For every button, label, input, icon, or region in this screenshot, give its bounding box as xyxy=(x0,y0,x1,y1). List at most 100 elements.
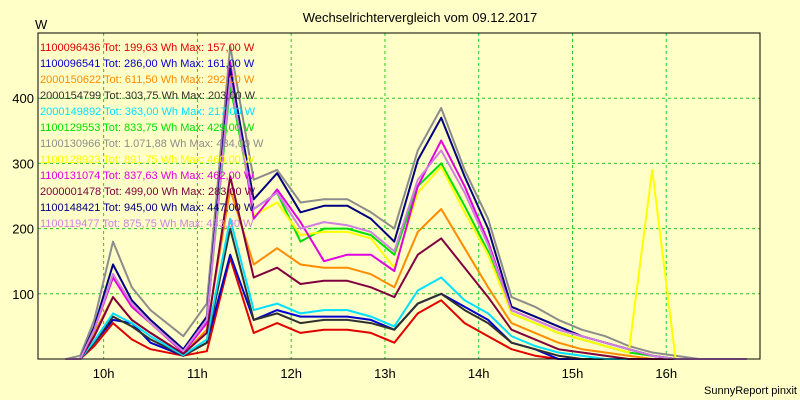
data-point xyxy=(229,175,231,178)
data-point xyxy=(112,240,114,243)
data-point xyxy=(393,328,396,331)
data-point xyxy=(112,312,114,315)
data-point xyxy=(417,253,419,256)
data-point xyxy=(510,348,513,351)
data-point xyxy=(276,201,278,204)
data-point xyxy=(346,205,349,207)
data-point xyxy=(299,240,302,243)
data-point xyxy=(229,45,231,47)
data-point xyxy=(440,117,443,119)
data-point xyxy=(229,227,231,230)
data-point xyxy=(440,139,443,142)
data-point xyxy=(463,211,466,214)
data-point xyxy=(393,296,396,298)
y-tick-label: 200 xyxy=(12,222,34,237)
data-point xyxy=(440,237,443,240)
data-point xyxy=(487,253,489,256)
data-point xyxy=(417,178,419,181)
data-point xyxy=(581,338,583,341)
legend-entry: 1100119477 Tot: 875,75 Wh Max: 433,00 W xyxy=(40,218,254,230)
data-point xyxy=(346,231,349,233)
y-tick-label: 300 xyxy=(12,156,34,171)
data-point xyxy=(346,315,349,318)
data-point xyxy=(487,296,489,298)
data-point xyxy=(534,319,536,321)
y-tick-label: 100 xyxy=(12,287,34,302)
data-point xyxy=(440,276,443,279)
data-point xyxy=(393,341,396,344)
legend-entry: 1100129553 Tot: 833,75 Wh Max: 429,00 W xyxy=(40,122,255,134)
data-point xyxy=(463,299,466,302)
data-point xyxy=(604,354,607,357)
legend-entry: 1100131074 Tot: 837,63 Wh Max: 462,00 W xyxy=(40,170,255,182)
data-point xyxy=(149,319,152,321)
data-point xyxy=(299,234,302,236)
data-point xyxy=(323,315,325,318)
data-point xyxy=(393,253,396,256)
y-tick-label: 400 xyxy=(12,91,34,106)
data-point xyxy=(370,253,372,256)
data-point xyxy=(299,227,302,230)
x-axis-ticks: 10h 11h 12h 13h 14h 15h 16h xyxy=(93,366,677,381)
data-point xyxy=(346,328,349,331)
data-point xyxy=(370,234,372,236)
data-point xyxy=(131,322,133,324)
data-point xyxy=(393,250,396,253)
plot-area xyxy=(37,32,761,360)
data-point xyxy=(131,338,133,341)
data-point xyxy=(651,351,653,354)
data-point xyxy=(393,286,396,289)
data-point xyxy=(534,348,536,351)
data-point xyxy=(346,253,349,256)
data-point xyxy=(252,309,255,311)
data-point xyxy=(276,309,278,311)
data-point xyxy=(627,351,630,354)
data-point xyxy=(131,306,133,308)
data-point xyxy=(346,198,349,201)
data-point xyxy=(417,149,419,152)
x-tick-label: 16h xyxy=(655,366,677,381)
data-point xyxy=(487,218,489,220)
data-point xyxy=(299,312,302,315)
data-point xyxy=(112,315,114,318)
legend-entry: 1100148421 Tot: 945,00 Wh Max: 447,00 W xyxy=(40,202,255,214)
y-axis-unit: W xyxy=(35,17,48,32)
data-point xyxy=(581,354,583,357)
data-point xyxy=(323,266,325,269)
data-point xyxy=(252,198,255,201)
data-point xyxy=(627,348,630,351)
data-point xyxy=(440,149,443,152)
legend-entry: 1100096436 Tot: 199,63 Wh Max: 157,00 W xyxy=(40,42,255,54)
data-point xyxy=(463,169,466,171)
data-point xyxy=(463,306,466,308)
x-tick-label: 11h xyxy=(187,366,208,381)
data-point xyxy=(557,332,560,334)
data-point xyxy=(534,338,536,341)
data-point xyxy=(534,332,536,334)
data-point xyxy=(299,283,302,285)
data-point xyxy=(557,328,560,331)
data-point xyxy=(252,263,255,266)
data-point xyxy=(534,354,536,357)
data-point xyxy=(581,348,583,351)
data-point xyxy=(131,319,133,321)
data-point xyxy=(510,312,513,315)
data-point xyxy=(93,328,96,331)
data-point xyxy=(581,328,583,331)
data-point xyxy=(463,191,466,194)
data-point xyxy=(510,309,513,311)
data-point xyxy=(370,332,372,334)
data-point xyxy=(417,191,419,194)
data-point xyxy=(346,224,349,227)
data-point xyxy=(463,247,466,249)
data-point xyxy=(440,162,443,165)
data-point xyxy=(276,302,278,305)
x-tick-label: 15h xyxy=(562,366,584,381)
data-point xyxy=(346,227,349,230)
data-point xyxy=(510,341,513,344)
data-point xyxy=(229,61,231,64)
data-point xyxy=(393,227,396,230)
data-point xyxy=(370,231,372,233)
data-point xyxy=(229,218,231,220)
